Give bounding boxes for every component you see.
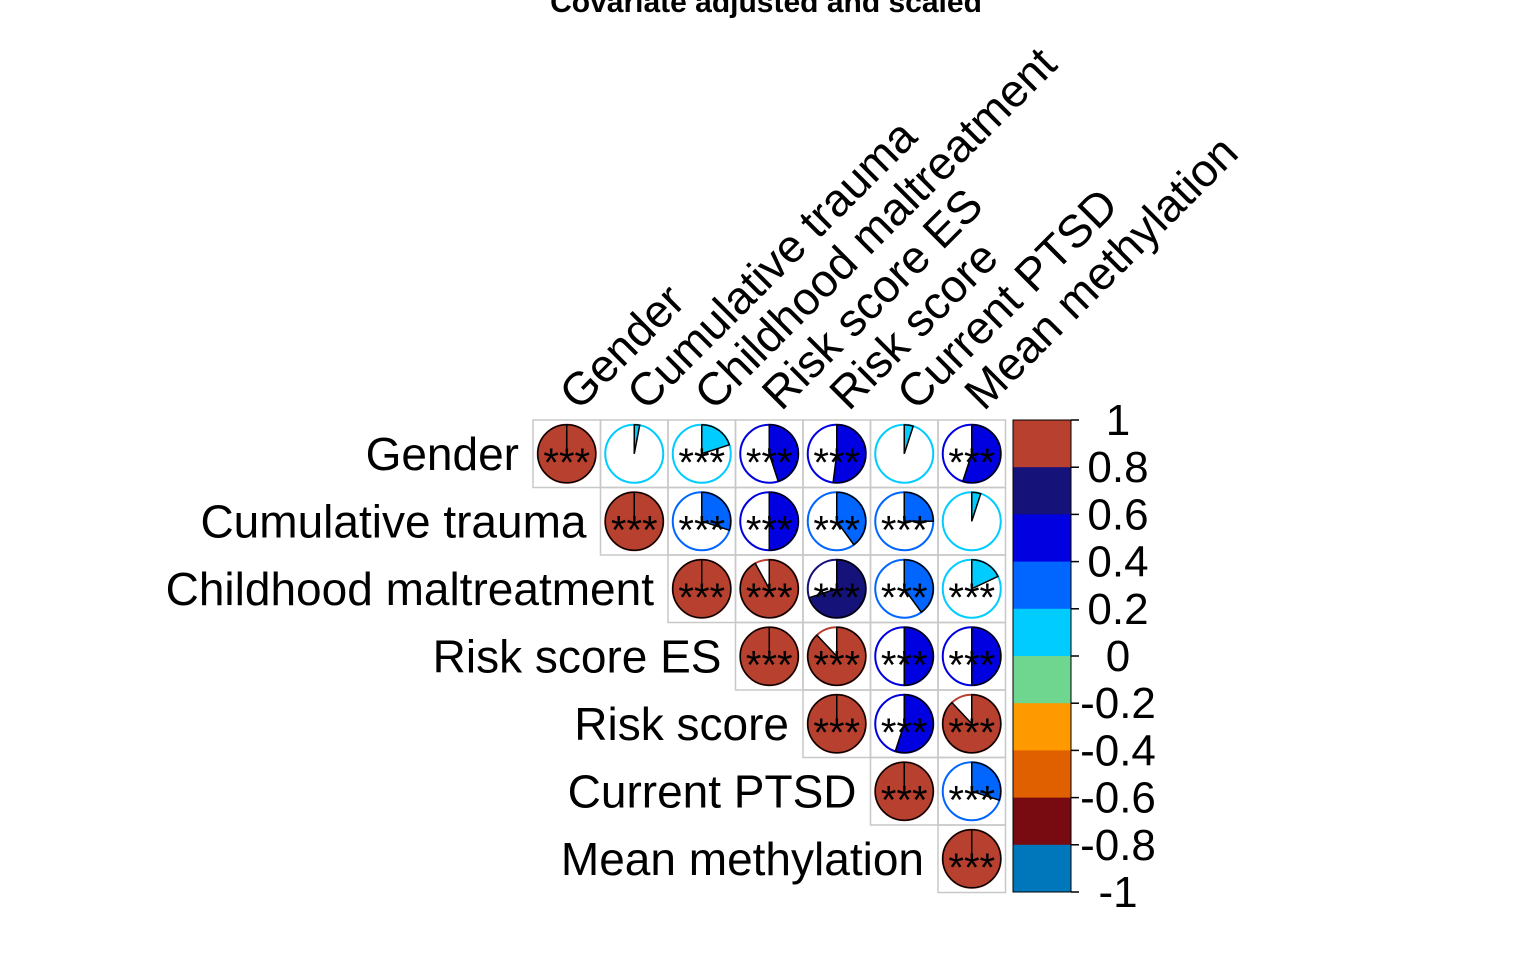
cell-0-3: *** bbox=[734, 419, 804, 489]
cell-4-6: *** bbox=[937, 689, 1007, 759]
significance-label: *** bbox=[746, 508, 793, 552]
color-bar-tick-label: -0.6 bbox=[1080, 774, 1156, 823]
cell-3-4: *** bbox=[802, 621, 872, 691]
significance-label: *** bbox=[948, 778, 995, 822]
cell-0-2: *** bbox=[667, 419, 737, 489]
cell-2-4: *** bbox=[802, 554, 872, 624]
cell-0-0: *** bbox=[532, 419, 602, 489]
significance-label: *** bbox=[813, 711, 860, 755]
color-bar-band bbox=[1013, 561, 1071, 610]
significance-label: *** bbox=[813, 643, 860, 687]
row-label: Risk score bbox=[574, 698, 789, 750]
color-bar-tick-label: 0.8 bbox=[1087, 443, 1148, 492]
cell-1-4: *** bbox=[802, 486, 872, 556]
cell-3-6: *** bbox=[937, 621, 1007, 691]
significance-label: *** bbox=[813, 441, 860, 485]
significance-label: *** bbox=[881, 711, 928, 755]
cell-2-5: *** bbox=[869, 554, 939, 624]
color-bar-band bbox=[1013, 703, 1071, 751]
significance-label: *** bbox=[948, 576, 995, 620]
row-label: Risk score ES bbox=[433, 630, 722, 682]
significance-label: *** bbox=[543, 441, 590, 485]
pie-slice bbox=[768, 423, 799, 483]
pie-slice bbox=[768, 491, 799, 552]
color-bar-tick-label: 0.2 bbox=[1087, 585, 1148, 634]
significance-label: *** bbox=[948, 643, 995, 687]
cell-3-3: *** bbox=[734, 621, 804, 691]
significance-label: *** bbox=[881, 778, 928, 822]
cell-5-6: *** bbox=[937, 756, 1007, 826]
significance-label: *** bbox=[813, 576, 860, 620]
cell-0-4: *** bbox=[802, 419, 872, 489]
cell-6-6: *** bbox=[937, 824, 1007, 894]
cell-2-2: *** bbox=[667, 554, 737, 624]
significance-label: *** bbox=[948, 846, 995, 890]
cell-1-3: *** bbox=[734, 486, 804, 556]
pie-slice bbox=[971, 626, 1002, 687]
color-bar-band bbox=[1013, 467, 1071, 515]
cell-5-5: *** bbox=[869, 756, 939, 826]
color-bar-tick-label: 0 bbox=[1106, 632, 1130, 681]
significance-label: *** bbox=[746, 576, 793, 620]
significance-label: *** bbox=[746, 441, 793, 485]
row-label: Cumulative trauma bbox=[200, 495, 586, 547]
color-bar-band bbox=[1013, 844, 1071, 893]
color-bar-tick-label: 1 bbox=[1106, 396, 1130, 445]
pie-slice bbox=[971, 761, 1002, 802]
color-bar-band bbox=[1013, 797, 1071, 846]
color-bar-band bbox=[1013, 750, 1071, 799]
cell-2-3: *** bbox=[734, 554, 804, 624]
significance-label: *** bbox=[746, 643, 793, 687]
row-label: Childhood maltreatment bbox=[166, 563, 655, 615]
color-bar: 10.80.60.40.20-0.2-0.4-0.6-0.8-1 bbox=[1012, 396, 1156, 917]
cell-4-5: *** bbox=[869, 689, 939, 759]
row-label: Gender bbox=[366, 428, 519, 480]
row-label: Current PTSD bbox=[568, 765, 857, 817]
significance-label: *** bbox=[948, 711, 995, 755]
significance-label: *** bbox=[678, 576, 725, 620]
color-bar-band bbox=[1013, 514, 1071, 563]
correlation-cells: *** *** *** *** *** *** *** *** *** *** *** *** *** *… bbox=[532, 419, 1007, 894]
significance-label: *** bbox=[678, 441, 725, 485]
color-bar-tick-label: -1 bbox=[1098, 868, 1137, 917]
significance-label: *** bbox=[948, 441, 995, 485]
pie-slice bbox=[903, 626, 934, 687]
cell-3-5: *** bbox=[869, 621, 939, 691]
cell-1-1: *** bbox=[599, 486, 669, 556]
color-bar-tick-label: 0.4 bbox=[1087, 538, 1148, 587]
color-bar-tick-label: 0.6 bbox=[1087, 490, 1148, 539]
significance-label: *** bbox=[813, 508, 860, 552]
pie-slice bbox=[701, 491, 732, 532]
chart-title: Covariate adjusted and scaled bbox=[550, 0, 982, 19]
cell-1-5: *** bbox=[869, 486, 939, 556]
significance-label: *** bbox=[881, 508, 928, 552]
cell-0-6: *** bbox=[937, 419, 1007, 489]
row-label: Mean methylation bbox=[561, 833, 924, 885]
cell-1-6 bbox=[937, 486, 1007, 556]
cell-0-5 bbox=[869, 419, 939, 489]
significance-label: *** bbox=[611, 508, 658, 552]
pie-slice bbox=[832, 423, 867, 484]
significance-label: *** bbox=[678, 508, 725, 552]
cell-4-4: *** bbox=[802, 689, 872, 759]
cell-1-2: *** bbox=[667, 486, 737, 556]
significance-label: *** bbox=[881, 576, 928, 620]
pie-slice bbox=[903, 558, 934, 614]
cell-2-6: *** bbox=[937, 554, 1007, 624]
cell-0-1 bbox=[599, 419, 669, 489]
cell-border bbox=[937, 824, 1007, 894]
color-bar-band bbox=[1013, 420, 1071, 468]
pie-slice bbox=[903, 491, 935, 522]
pie-slice bbox=[836, 491, 867, 546]
color-bar-band bbox=[1013, 656, 1071, 704]
color-bar-tick-label: -0.2 bbox=[1080, 679, 1156, 728]
color-bar-band bbox=[1013, 608, 1071, 657]
color-bar-tick-label: -0.8 bbox=[1080, 821, 1156, 870]
row-labels: Gender Cumulative trauma Childhood maltrea… bbox=[166, 428, 924, 885]
significance-label: *** bbox=[881, 643, 928, 687]
color-bar-tick-label: -0.4 bbox=[1080, 726, 1156, 775]
